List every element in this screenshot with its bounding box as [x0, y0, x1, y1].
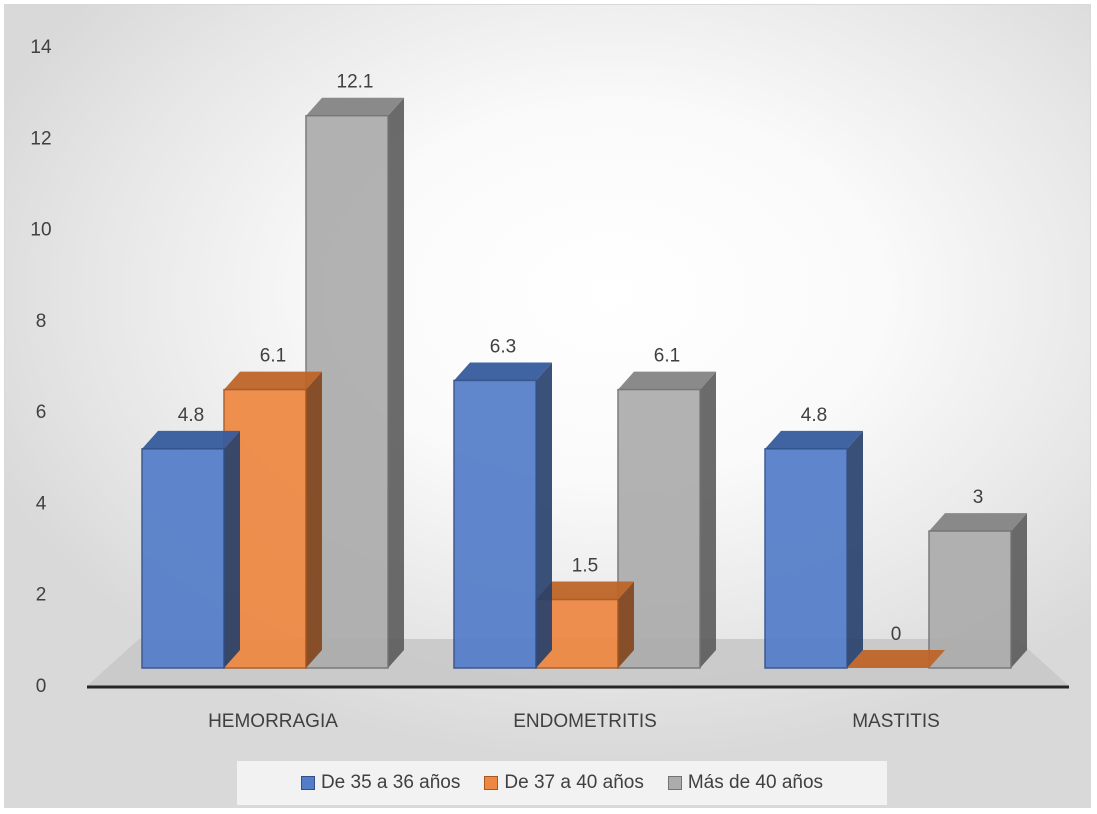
- data-label: 4.8: [801, 405, 827, 426]
- bar-side: [847, 430, 863, 668]
- data-label: 3: [973, 487, 984, 508]
- data-label: 6.1: [654, 346, 680, 367]
- legend-swatch: [667, 776, 682, 790]
- bar-top: [618, 371, 716, 390]
- legend-label: De 35 a 36 años: [320, 772, 461, 793]
- bar-top: [142, 430, 240, 449]
- legend-swatch: [484, 776, 499, 790]
- legend-item: Más de 40 años: [667, 772, 824, 794]
- y-tick-label: 2: [36, 585, 47, 606]
- data-label: 1.5: [572, 556, 598, 577]
- bar-front: [453, 379, 537, 669]
- chart-legend: De 35 a 36 años De 37 a 40 años Más de 40 …: [237, 761, 887, 805]
- y-tick-label: 6: [36, 402, 47, 423]
- y-tick-label: 0: [36, 676, 47, 697]
- bar: [141, 430, 240, 669]
- bar-side: [306, 371, 322, 668]
- bar-top: [929, 513, 1027, 532]
- bar: [453, 362, 552, 669]
- chart-plot: 0 2 4 6 8 10 12 14 12.1 6.1 4.8 6.1 1.5 6.3 3 0 4.8 HEMOR…: [30, 37, 1069, 732]
- y-tick-label: 4: [36, 493, 47, 514]
- bar: [847, 650, 945, 668]
- y-tick-label: 8: [36, 311, 47, 332]
- bar-front: [141, 448, 225, 669]
- bar-side: [388, 97, 404, 668]
- data-label: 12.1: [337, 72, 374, 93]
- bar-side: [1011, 513, 1027, 668]
- bar: [764, 430, 863, 669]
- legend-label: De 37 a 40 años: [504, 772, 644, 793]
- data-label: 0: [891, 624, 902, 645]
- bar-top: [224, 371, 322, 390]
- bar: [617, 371, 716, 669]
- data-label: 6.1: [260, 346, 286, 367]
- y-tick-label: 14: [30, 37, 52, 58]
- data-label: 4.8: [178, 405, 204, 426]
- data-label: 6.3: [490, 336, 516, 357]
- bar-top: [306, 97, 404, 116]
- bar-front: [764, 448, 848, 669]
- y-tick-label: 10: [30, 220, 51, 241]
- bar-side: [224, 430, 240, 668]
- bar-top: [847, 650, 945, 668]
- x-category-label: ENDOMETRITIS: [513, 711, 657, 732]
- bar-top: [454, 362, 552, 381]
- x-category-label: HEMORRAGIA: [208, 711, 338, 732]
- bar-side: [700, 371, 716, 668]
- legend-label: Más de 40 años: [687, 772, 824, 793]
- bar: [928, 513, 1027, 669]
- bar-side: [618, 581, 634, 668]
- y-tick-label: 12: [30, 128, 51, 149]
- legend-item: De 37 a 40 años: [484, 772, 644, 794]
- bar-top: [765, 430, 863, 449]
- legend-item: De 35 a 36 años: [300, 772, 461, 794]
- chart-frame: 0 2 4 6 8 10 12 14 12.1 6.1 4.8 6.1 1.5 6.3 3 0 4.8 HEMOR…: [4, 4, 1091, 808]
- bar-front: [617, 388, 701, 669]
- x-category-label: MASTITIS: [852, 711, 940, 732]
- bar-side: [536, 362, 552, 668]
- bar-top: [536, 581, 634, 600]
- bar-front: [928, 530, 1012, 669]
- legend-swatch: [300, 776, 315, 790]
